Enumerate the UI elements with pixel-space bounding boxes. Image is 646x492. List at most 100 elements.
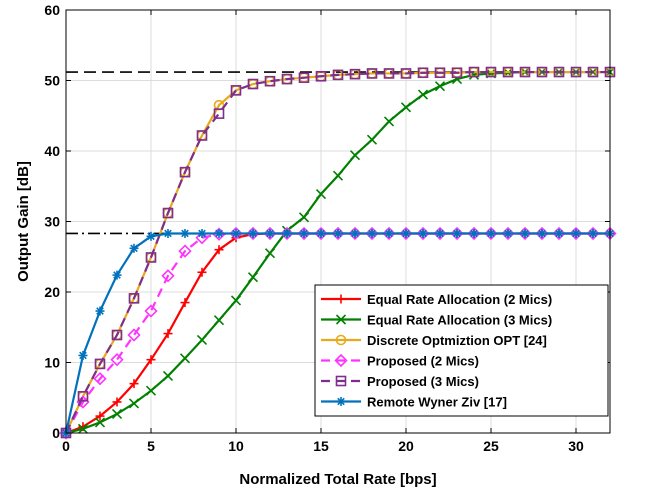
data-point <box>161 269 175 283</box>
data-point <box>349 68 361 80</box>
data-point <box>315 70 327 82</box>
data-point <box>587 66 599 78</box>
legend-box <box>314 284 609 417</box>
data-point <box>162 370 174 381</box>
y-tick-label: 20 <box>44 284 60 300</box>
data-point <box>486 228 496 238</box>
data-point <box>314 226 328 241</box>
data-point <box>316 228 326 238</box>
data-point <box>229 226 243 241</box>
legend-label: Remote Wyner Ziv [17] <box>367 395 507 410</box>
data-point <box>485 66 497 78</box>
data-point <box>214 228 224 238</box>
data-point <box>230 85 242 96</box>
data-point <box>519 66 531 78</box>
data-point <box>501 226 515 241</box>
data-point <box>467 226 481 241</box>
legend-label: Proposed (2 Mics) <box>367 354 479 369</box>
data-point <box>282 228 292 238</box>
data-point <box>401 228 411 238</box>
legend-label: Equal Rate Allocation (2 Mics) <box>367 292 552 307</box>
data-point <box>59 426 73 440</box>
x-tick-label: 15 <box>313 438 329 454</box>
data-point <box>111 408 123 420</box>
data-point <box>144 304 158 318</box>
data-point <box>146 231 156 241</box>
data-point <box>332 170 344 181</box>
data-point <box>145 252 157 263</box>
data-point <box>367 228 377 238</box>
data-point <box>94 417 106 428</box>
data-point <box>383 68 395 79</box>
legend-label: Equal Rate Allocation (3 Mics) <box>367 313 552 328</box>
data-point <box>179 353 191 364</box>
legend: Equal Rate Allocation (2 Mics) Equal Rate… <box>314 284 609 417</box>
data-point <box>366 134 378 145</box>
x-tick-label: 20 <box>398 438 414 454</box>
data-point <box>213 108 225 119</box>
data-point <box>366 68 378 79</box>
data-point <box>280 226 294 241</box>
data-point <box>145 385 157 396</box>
data-point <box>349 150 361 161</box>
data-point <box>93 372 107 386</box>
data-point <box>434 81 446 92</box>
data-point <box>468 66 480 78</box>
data-point <box>195 231 209 245</box>
data-point <box>264 75 276 87</box>
data-point <box>400 68 412 79</box>
data-point <box>264 248 276 259</box>
data-point <box>336 294 346 304</box>
axis-ticks: 0 5 10 15 20 25 30 0 10 20 30 40 50 60 <box>44 2 610 454</box>
data-point <box>552 226 566 241</box>
legend-entry: Remote Wyner Ziv [17] <box>321 395 507 410</box>
data-point <box>553 66 565 78</box>
data-point <box>451 67 463 79</box>
data-point <box>382 226 396 241</box>
y-tick-label: 40 <box>44 143 60 159</box>
data-point <box>128 398 140 409</box>
data-point <box>128 293 140 304</box>
legend-entry: Proposed (2 Mics) <box>321 354 479 369</box>
data-point <box>400 102 412 113</box>
data-point <box>298 212 310 223</box>
data-point <box>399 226 413 241</box>
data-point <box>332 69 344 81</box>
data-point <box>554 228 564 238</box>
data-point <box>112 397 122 407</box>
y-tick-label: 60 <box>44 2 60 18</box>
data-point <box>450 226 464 241</box>
data-point <box>163 228 173 238</box>
data-point <box>247 272 259 283</box>
data-point <box>417 67 429 79</box>
legend-entry: Proposed (3 Mics) <box>321 374 479 389</box>
data-point <box>196 130 208 141</box>
data-point <box>212 227 226 241</box>
data-point <box>180 228 190 238</box>
legend-entry: Equal Rate Allocation (2 Mics) <box>321 292 552 307</box>
data-point <box>365 226 379 241</box>
x-tick-label: 10 <box>228 438 244 454</box>
data-point <box>383 116 395 127</box>
data-point <box>197 228 207 238</box>
data-point <box>163 329 173 339</box>
data-point <box>434 67 446 79</box>
data-point <box>231 228 241 238</box>
data-point <box>586 226 600 241</box>
data-point <box>433 226 447 241</box>
legend-entry: Equal Rate Allocation (3 Mics) <box>321 313 552 328</box>
data-point <box>196 334 208 346</box>
data-point <box>536 66 548 78</box>
data-point <box>520 228 530 238</box>
data-point <box>78 350 88 360</box>
data-point <box>335 375 347 387</box>
data-point <box>417 89 429 100</box>
data-point <box>571 228 581 238</box>
data-point <box>570 66 582 78</box>
data-point <box>331 226 345 241</box>
y-tick-label: 0 <box>52 425 60 441</box>
data-point <box>246 226 260 241</box>
data-point <box>112 270 122 280</box>
data-point <box>535 226 549 241</box>
